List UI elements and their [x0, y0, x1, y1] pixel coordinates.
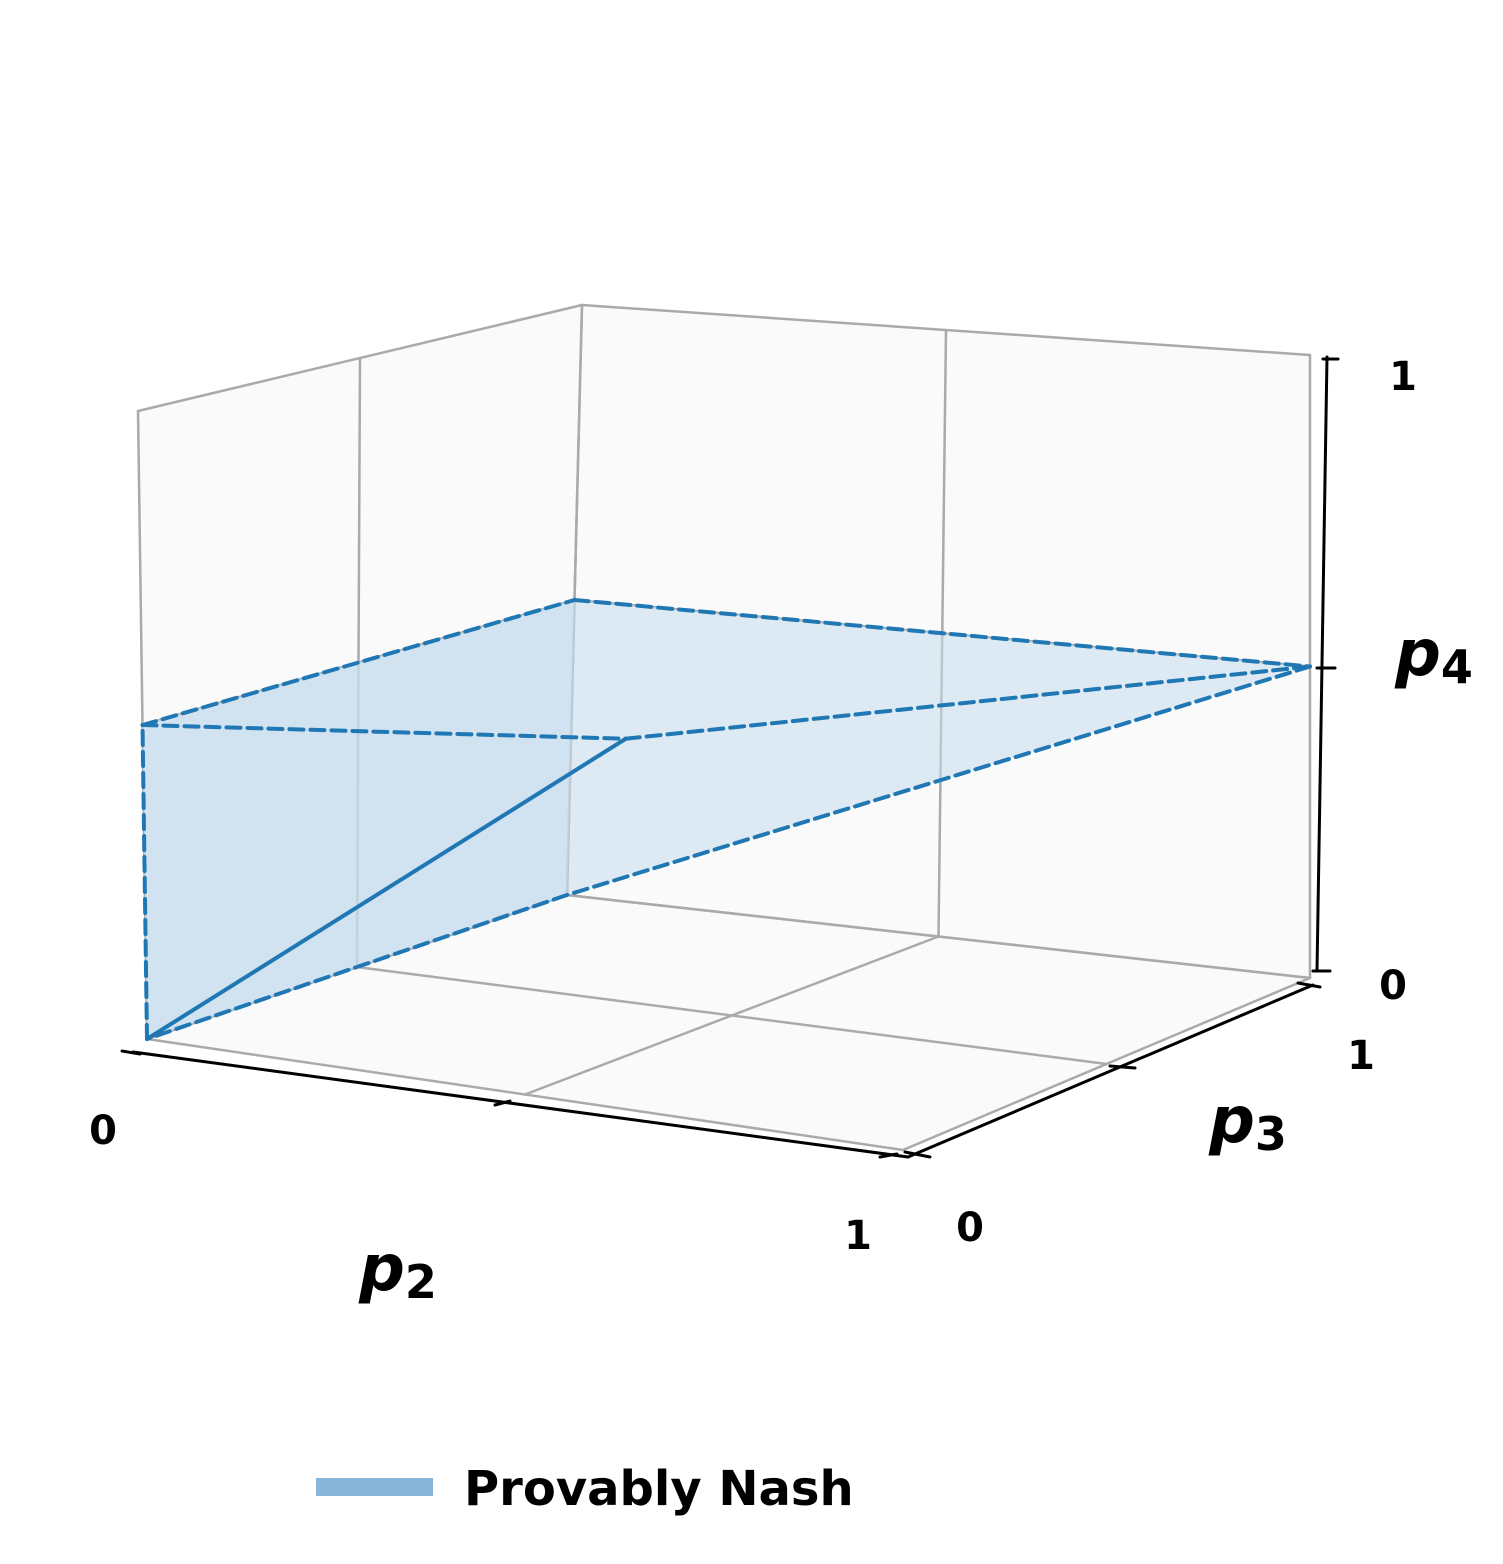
- surface-edge-dashed-1: [140, 723, 628, 741]
- x-tick-mid: [493, 1099, 512, 1107]
- surface-edge-dashed-3: [140, 598, 577, 727]
- grid-line-floor-y-1: [355, 965, 1108, 1066]
- z-tick-label-1: 1: [1389, 354, 1417, 400]
- surface-face-2: [147, 666, 1310, 1039]
- grid-line-leftwall-z-2: [136, 303, 584, 413]
- y-tick-label-1: 1: [1347, 1033, 1375, 1079]
- y-axis-label-var: p: [1208, 1084, 1255, 1158]
- legend: Provably Nash: [316, 1461, 854, 1517]
- z-axis-label-sub: 4: [1441, 640, 1473, 694]
- surface-edge-dashed-6: [145, 893, 569, 1041]
- x-tick-label-0: 0: [89, 1108, 117, 1154]
- axis-lines: [120, 355, 1340, 1159]
- surface-face-1: [142, 725, 626, 1039]
- x-tick-1: [878, 1152, 899, 1159]
- z-axis-label: p4: [1394, 617, 1473, 694]
- grid-line-floor-y-2: [565, 893, 1312, 980]
- y-tick-1: [1296, 981, 1322, 989]
- x-tick-label-1: 1: [844, 1213, 872, 1259]
- surface-edge-dashed-2: [623, 664, 1312, 741]
- grid-line-backwall-z-2: [580, 303, 1312, 357]
- z-axis-label-var: p: [1394, 617, 1441, 691]
- surface-edge-dashed-4: [572, 598, 1312, 669]
- y-tick-label-0: 0: [956, 1205, 984, 1251]
- surface-edge-solid: [145, 736, 628, 1041]
- x-axis-line: [131, 1050, 910, 1159]
- x-axis-label-sub: 2: [405, 1255, 437, 1309]
- surface-provably-nash: [140, 598, 1312, 1041]
- y-axis-label-sub: 3: [1255, 1107, 1287, 1161]
- x-tick-0: [120, 1049, 142, 1056]
- surface-edge-dashed-5: [565, 664, 1312, 897]
- z-axis-line: [1315, 355, 1329, 973]
- axis-pane-2: [147, 895, 1310, 1150]
- legend-label: Provably Nash: [464, 1461, 854, 1517]
- y-axis-line: [906, 983, 1315, 1159]
- grid-line-floor-x-2: [901, 976, 1312, 1152]
- surface-face-3: [142, 600, 1310, 739]
- y-axis-label: p3: [1208, 1084, 1287, 1161]
- y-tick-0: [903, 1150, 932, 1159]
- x-axis-label: p2: [358, 1232, 437, 1309]
- surface-edge-dashed-0: [140, 723, 149, 1041]
- z-tick-label-0: 0: [1379, 963, 1407, 1009]
- y-tick-mid: [1108, 1064, 1137, 1070]
- x-axis-label-var: p: [358, 1232, 405, 1306]
